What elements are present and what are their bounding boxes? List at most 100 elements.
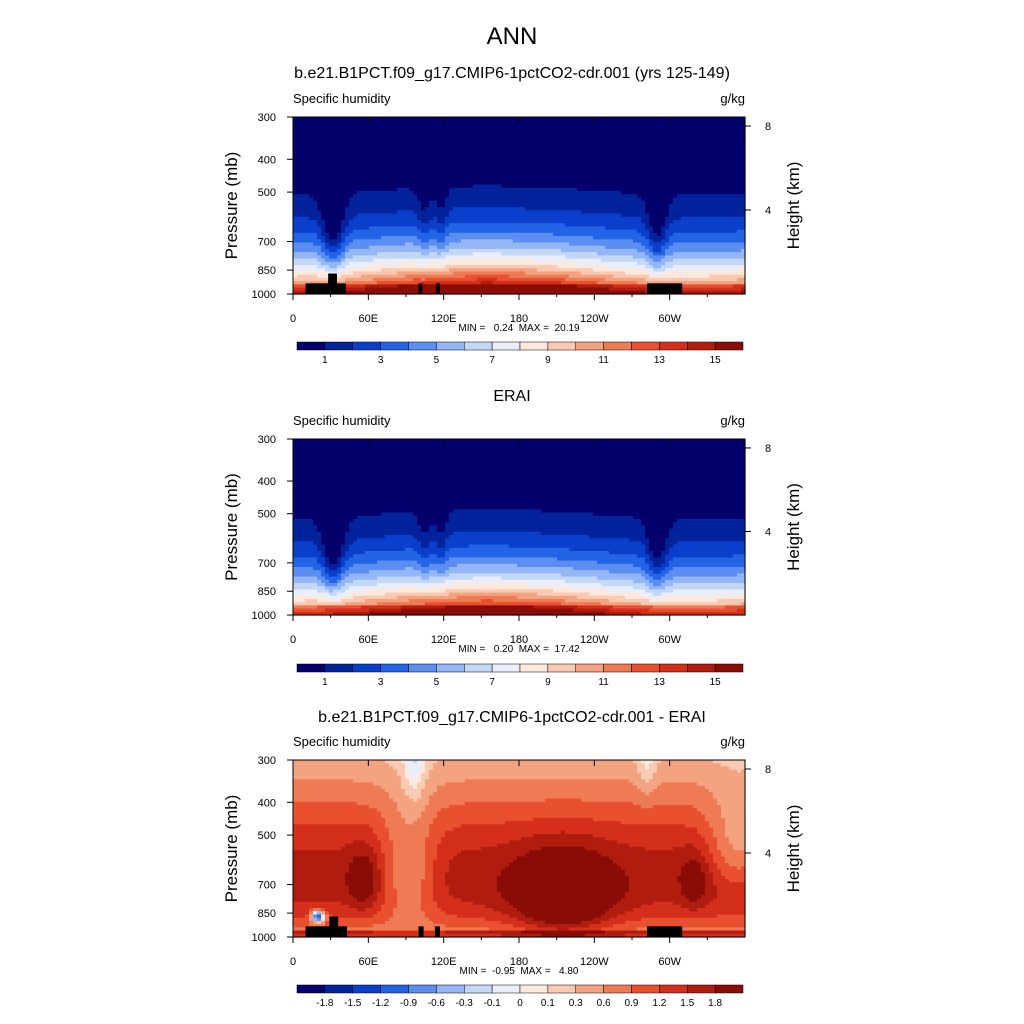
- heatmap-cell: [349, 117, 354, 121]
- heatmap-cell: [729, 155, 734, 160]
- heatmap-cell: [593, 126, 598, 131]
- heatmap-cell: [325, 123, 330, 128]
- heatmap-cell: [509, 123, 514, 128]
- heatmap-cell: [465, 136, 470, 141]
- heatmap-cell: [309, 158, 314, 163]
- heatmap-cell: [405, 129, 410, 134]
- heatmap-cell: [389, 158, 394, 163]
- heatmap-cell: [461, 142, 466, 147]
- heatmap-cell: [709, 120, 714, 125]
- heatmap-cell: [409, 162, 414, 166]
- heatmap-cell: [473, 152, 478, 157]
- heatmap-cell: [681, 152, 686, 157]
- heatmap-cell: [329, 142, 334, 147]
- heatmap-cell: [461, 120, 466, 125]
- heatmap-cell: [533, 149, 538, 153]
- heatmap-cell: [445, 158, 450, 163]
- heatmap-cell: [645, 155, 650, 160]
- heatmap-cell: [457, 142, 462, 147]
- heatmap-cell: [481, 142, 486, 147]
- heatmap-cell: [617, 120, 622, 125]
- heatmap-cell: [445, 139, 450, 144]
- heatmap-cell: [649, 136, 654, 141]
- heatmap-cell: [317, 168, 322, 173]
- heatmap-cell: [569, 139, 574, 144]
- heatmap-cell: [549, 117, 554, 121]
- heatmap-cell: [349, 123, 354, 128]
- heatmap-cell: [653, 152, 658, 157]
- heatmap-cell: [513, 155, 518, 160]
- heatmap-cell: [649, 129, 654, 134]
- heatmap-cell: [705, 133, 710, 137]
- heatmap-cell: [381, 139, 386, 144]
- heatmap-cell: [709, 129, 714, 134]
- heatmap-cell: [393, 145, 398, 150]
- heatmap-cell: [365, 152, 370, 157]
- heatmap-cell: [697, 145, 702, 150]
- heatmap-cell: [717, 120, 722, 125]
- heatmap-cell: [381, 117, 386, 121]
- heatmap-cell: [689, 149, 694, 153]
- heatmap-cell: [469, 123, 474, 128]
- heatmap-cell: [369, 136, 374, 141]
- heatmap-cell: [549, 129, 554, 134]
- heatmap-cell: [397, 165, 402, 170]
- heatmap-cell: [529, 155, 534, 160]
- heatmap-cell: [365, 158, 370, 163]
- heatmap-cell: [353, 117, 358, 121]
- heatmap-cell: [737, 165, 742, 170]
- heatmap-cell: [673, 120, 678, 125]
- heatmap-cell: [405, 117, 410, 121]
- heatmap-cell: [413, 126, 418, 131]
- heatmap-cell: [581, 158, 586, 163]
- heatmap-cell: [293, 123, 298, 128]
- heatmap-cell: [313, 139, 318, 144]
- heatmap-cell: [705, 145, 710, 150]
- units-label: g/kg: [720, 91, 745, 106]
- heatmap-cell: [353, 155, 358, 160]
- heatmap-cell: [393, 129, 398, 134]
- heatmap-cell: [361, 133, 366, 137]
- heatmap-cell: [333, 120, 338, 125]
- heatmap-cell: [457, 149, 462, 153]
- heatmap-cell: [485, 165, 490, 170]
- heatmap-cell: [437, 152, 442, 157]
- heatmap-cell: [473, 165, 478, 170]
- heatmap-cell: [417, 136, 422, 141]
- heatmap-cell: [349, 171, 354, 176]
- heatmap-cell: [457, 126, 462, 131]
- heatmap-cell: [417, 158, 422, 163]
- heatmap-cell: [305, 139, 310, 144]
- heatmap-cell: [737, 158, 742, 163]
- heatmap-cell: [381, 120, 386, 125]
- heatmap-cell: [305, 120, 310, 125]
- heatmap-cell: [717, 129, 722, 134]
- heatmap-cell: [737, 149, 742, 153]
- heatmap-cell: [545, 133, 550, 137]
- heatmap-cell: [381, 142, 386, 147]
- heatmap-cell: [613, 117, 618, 121]
- heatmap-cell: [537, 158, 542, 163]
- heatmap-cell: [713, 158, 718, 163]
- heatmap-cell: [617, 145, 622, 150]
- heatmap-cell: [733, 120, 738, 125]
- heatmap-cell: [389, 145, 394, 150]
- heatmap-cell: [549, 162, 554, 166]
- heatmap-cell: [505, 149, 510, 153]
- heatmap-cell: [693, 136, 698, 141]
- heatmap-cell: [397, 168, 402, 173]
- heatmap-cell: [565, 155, 570, 160]
- heatmap-cell: [593, 139, 598, 144]
- heatmap-cell: [321, 120, 326, 125]
- heatmap-cell: [581, 149, 586, 153]
- heatmap-cell: [309, 149, 314, 153]
- heatmap-cell: [709, 123, 714, 128]
- heatmap-cell: [657, 162, 662, 166]
- heatmap-cell: [605, 149, 610, 153]
- heatmap-cell: [357, 158, 362, 163]
- heatmap-cell: [641, 133, 646, 137]
- heatmap-cell: [409, 171, 414, 176]
- heatmap-cell: [493, 158, 498, 163]
- heatmap-cell: [305, 136, 310, 141]
- heatmap-cell: [477, 152, 482, 157]
